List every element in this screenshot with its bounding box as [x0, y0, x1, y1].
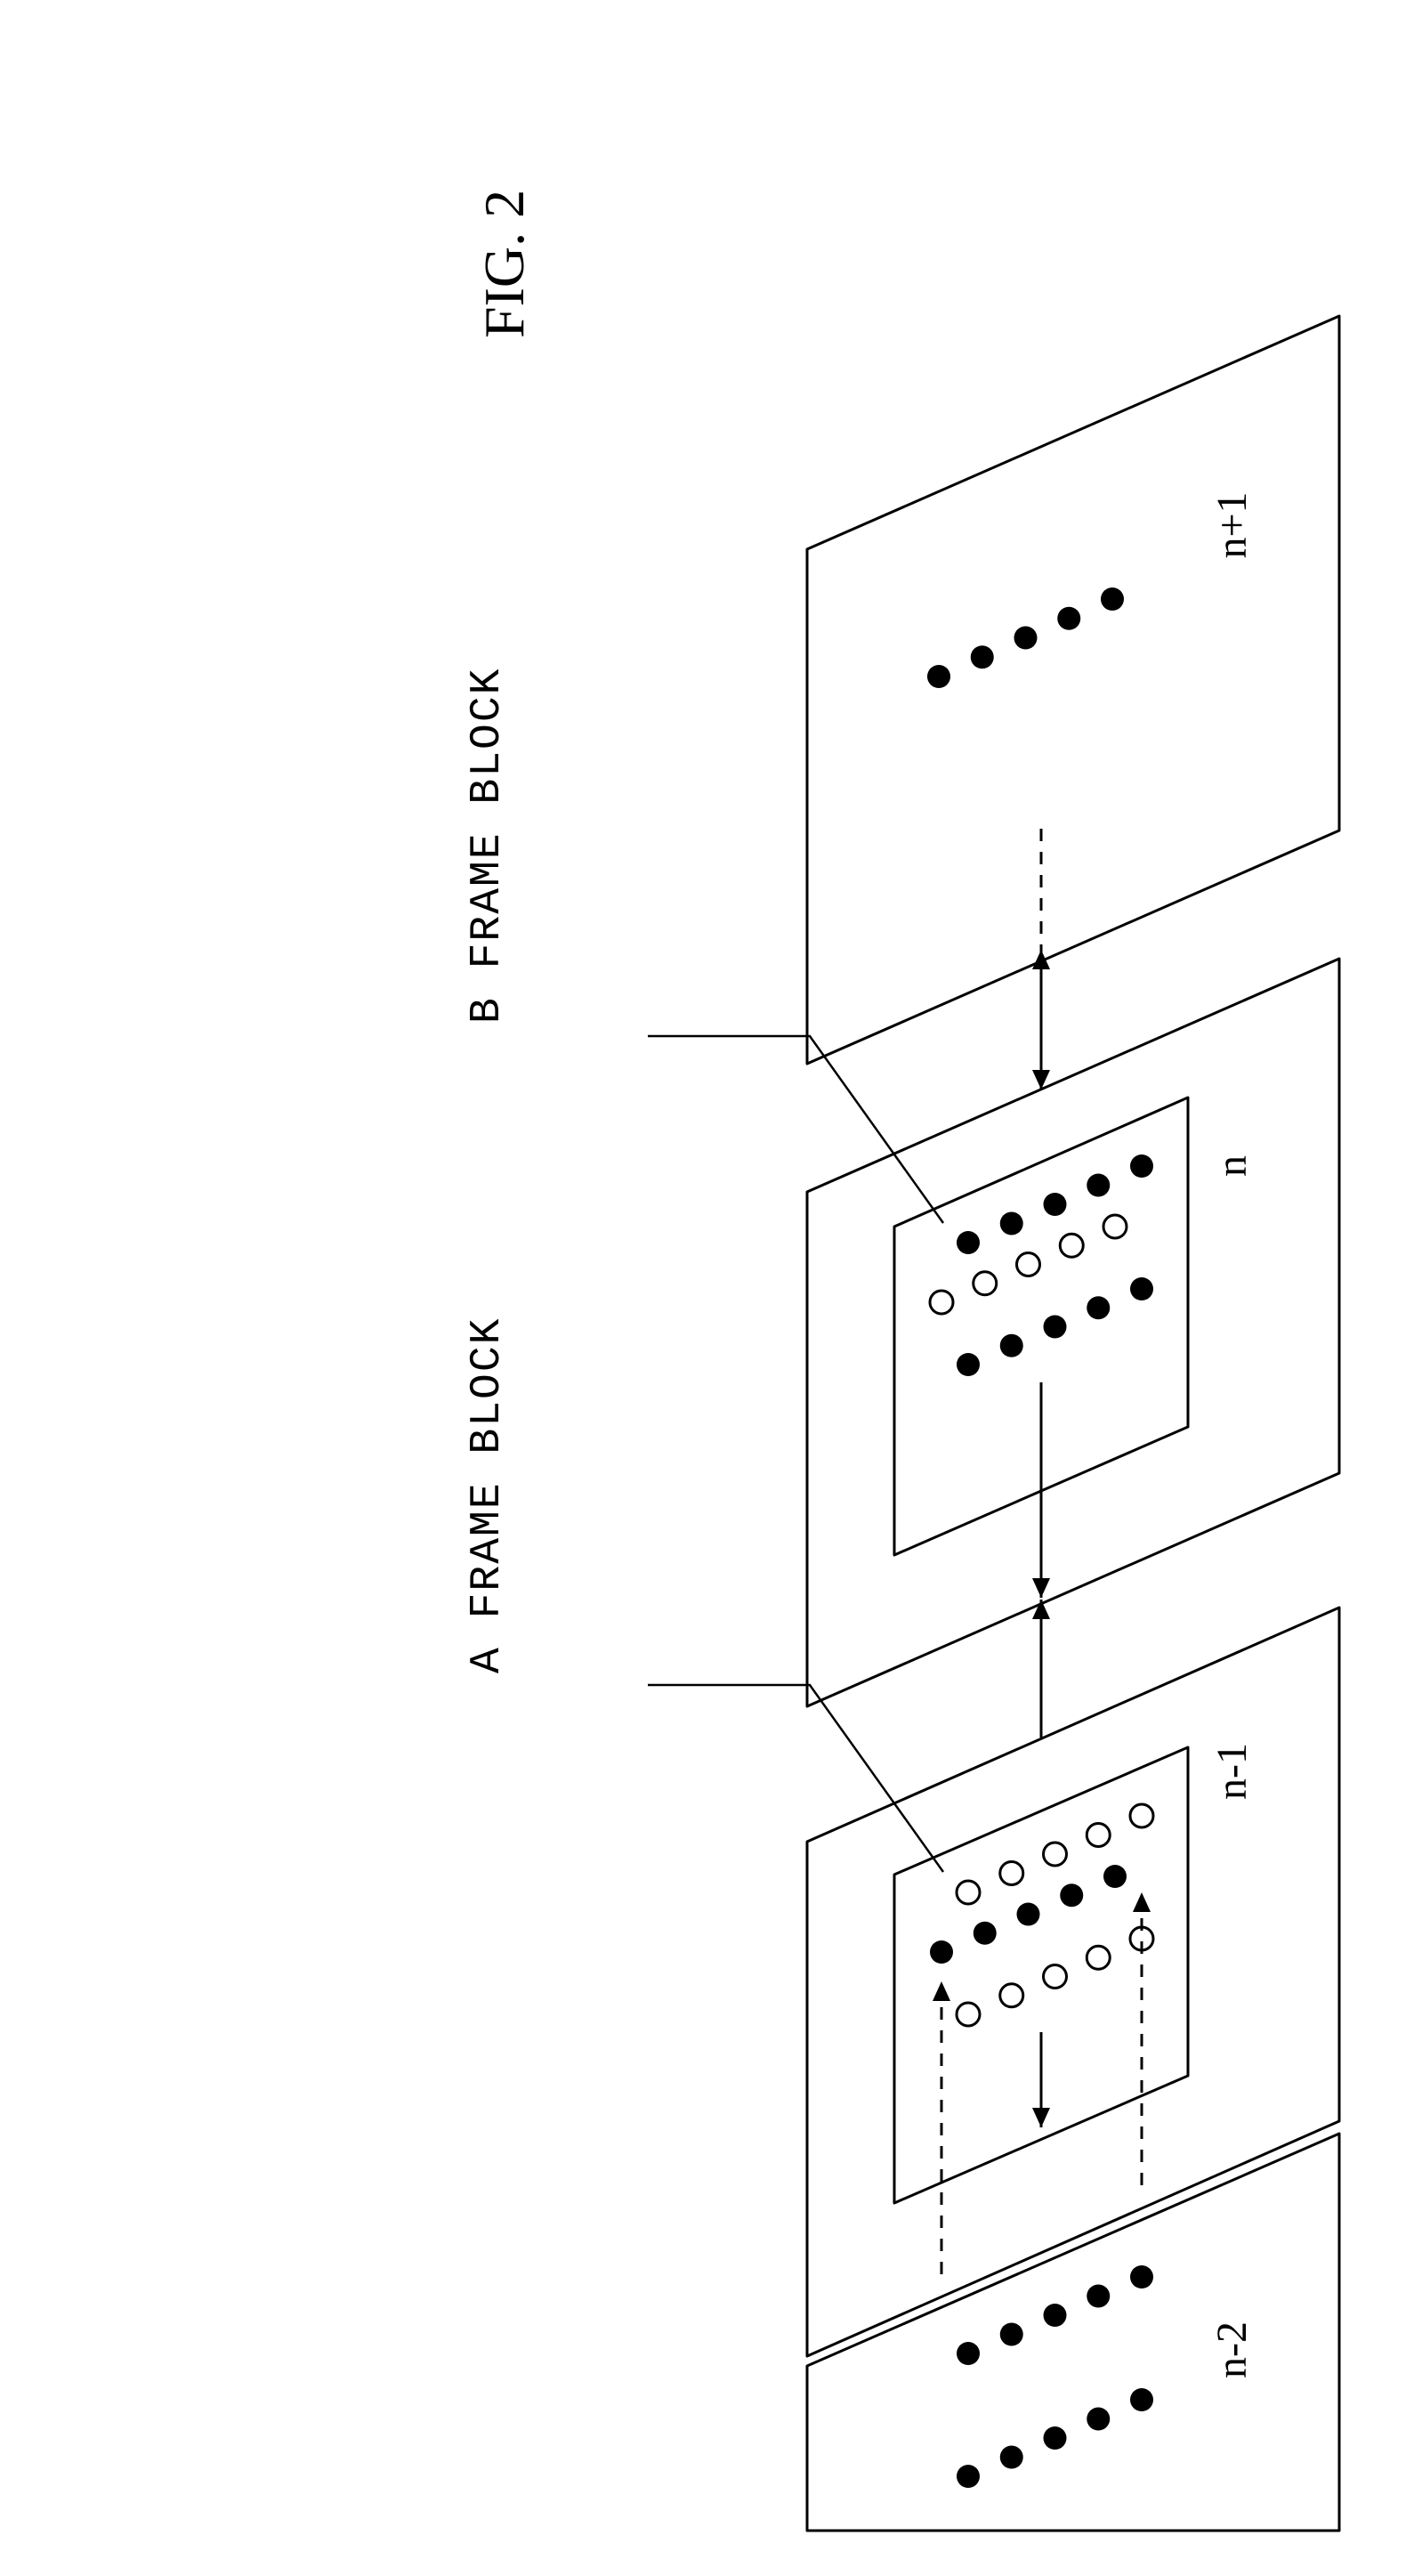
dot-filled: [1000, 2323, 1023, 2346]
dot-filled: [957, 1231, 980, 1254]
figure-title: FIG. 2: [472, 190, 537, 338]
dot-filled: [1087, 1174, 1110, 1197]
dot-filled: [1101, 587, 1124, 611]
dot-filled: [1014, 627, 1038, 650]
dot-filled: [1130, 1277, 1153, 1300]
dot-open: [1017, 1253, 1040, 1276]
dot-filled: [930, 1940, 953, 1964]
dot-filled: [1017, 1903, 1040, 1926]
dot-filled: [1044, 2426, 1067, 2450]
dot-open: [1044, 1843, 1067, 1866]
panel-label: n-2: [1208, 2321, 1256, 2378]
dot-open: [1060, 1234, 1083, 1257]
dot-filled: [1130, 1154, 1153, 1178]
dot-filled: [1044, 1193, 1067, 1216]
dot-filled: [1087, 1296, 1110, 1319]
dot-open: [974, 1272, 997, 1295]
dot-filled: [1087, 2285, 1110, 2308]
dot-filled: [1060, 1883, 1083, 1907]
dot-filled: [957, 2465, 980, 2488]
leader-line: [648, 1036, 943, 1223]
diagram-svg: n+1 n n-1 n-2 B FRAME BLOCK A FRAME BLOCK: [0, 0, 1422, 2576]
dot-filled: [1044, 2304, 1067, 2327]
block-label: A FRAME BLOCK: [464, 1317, 512, 1673]
dot-filled: [1044, 1316, 1067, 1339]
leader-line: [648, 1685, 943, 1872]
dot-filled: [1000, 1212, 1023, 1235]
dot-filled: [1000, 2446, 1023, 2469]
dot-filled: [1130, 2388, 1153, 2411]
dot-open: [1000, 1862, 1023, 1885]
dot-open: [1044, 1965, 1067, 1989]
panel-label: n-1: [1208, 1743, 1256, 1800]
dot-open: [930, 1291, 953, 1314]
dot-filled: [974, 1922, 997, 1945]
dot-filled: [971, 645, 994, 668]
dot-open: [1000, 1984, 1023, 2007]
dot-open: [1087, 1824, 1110, 1847]
dot-filled: [1057, 607, 1080, 630]
dot-open: [1087, 1946, 1110, 1969]
dot-filled: [957, 2342, 980, 2365]
arrowhead: [1032, 1578, 1050, 1598]
dot-filled: [927, 665, 950, 688]
figure-canvas: n+1 n n-1 n-2 B FRAME BLOCK A FRAME BLOCK FIG…: [0, 0, 1422, 2576]
dot-filled: [957, 1353, 980, 1376]
dot-filled: [1000, 1334, 1023, 1357]
dot-filled: [1103, 1865, 1127, 1888]
panel-label: n+1: [1208, 491, 1256, 558]
dot-open: [1103, 1215, 1127, 1238]
panel-label: n: [1208, 1155, 1256, 1177]
dot-filled: [1130, 2265, 1153, 2288]
dot-filled: [1087, 2408, 1110, 2431]
dot-open: [957, 1881, 980, 1904]
block-label: B FRAME BLOCK: [464, 668, 512, 1024]
dot-open: [957, 2003, 980, 2026]
dot-open: [1130, 1804, 1153, 1827]
